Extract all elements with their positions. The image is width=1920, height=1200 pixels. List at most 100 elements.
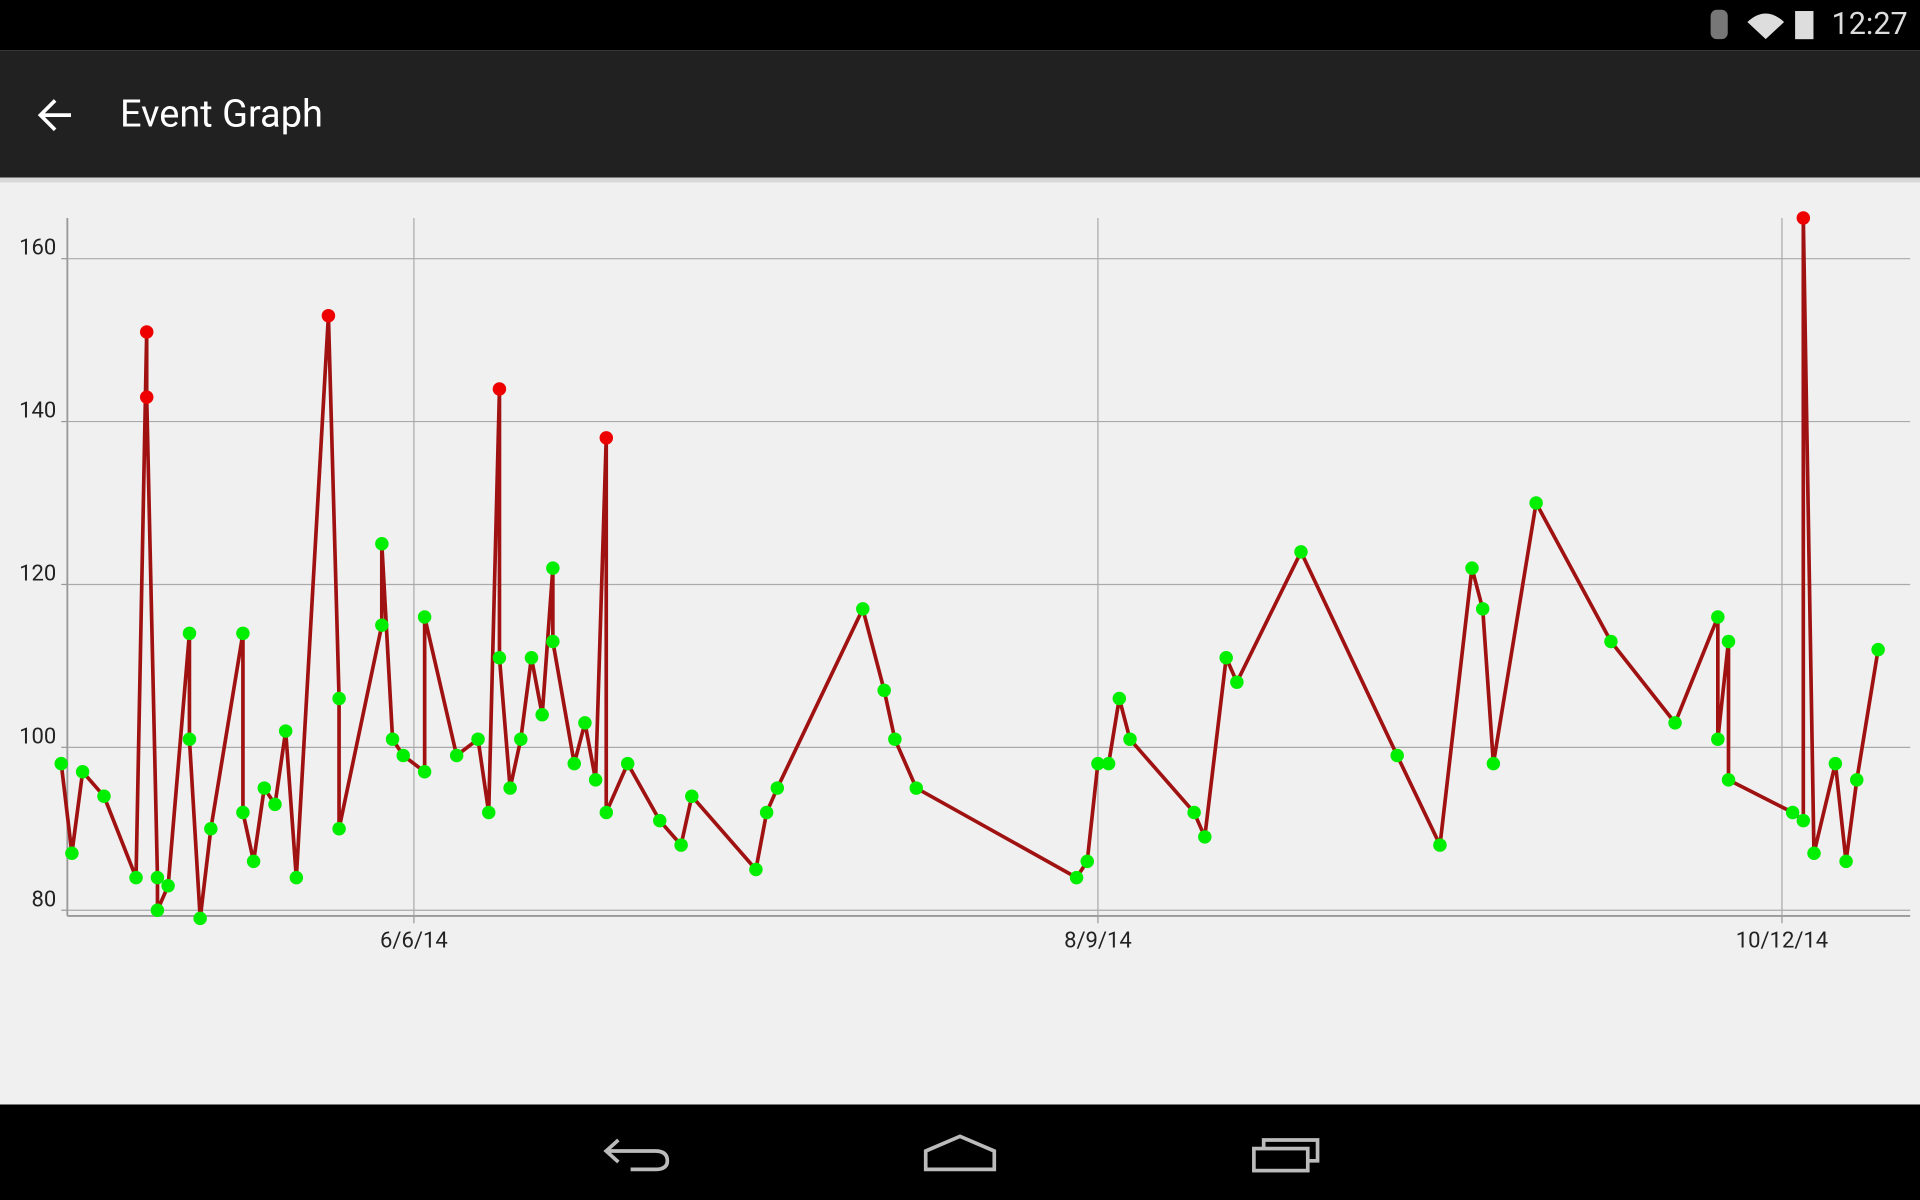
data-point: [514, 732, 528, 746]
data-point: [321, 308, 336, 323]
data-point: [396, 748, 410, 763]
data-point: [1112, 691, 1127, 706]
app-bar: [0, 50, 1920, 178]
wifi-icon: [1747, 13, 1785, 40]
battery-icon: [1795, 11, 1814, 40]
data-point: [578, 716, 592, 730]
plot: 80 100 120 140 160 6/6/14 8/9/14 10/12/14: [19, 211, 1911, 953]
data-point: [129, 870, 143, 885]
data-point: [161, 879, 175, 893]
data-point: [1475, 602, 1490, 616]
data-point: [620, 756, 635, 771]
data-point: [139, 325, 154, 339]
data-point: [535, 708, 549, 722]
data-point: [139, 390, 154, 404]
data-point: [97, 789, 111, 803]
data-point: [1465, 561, 1479, 575]
data-point: [492, 651, 507, 665]
y-tick-label: 100: [19, 724, 56, 749]
data-point: [182, 626, 197, 641]
data-point: [375, 618, 389, 632]
data-point: [653, 813, 667, 828]
data-point: [332, 691, 346, 706]
status-bar: [0, 0, 1920, 51]
data-point: [54, 756, 68, 771]
data-point: [856, 602, 870, 616]
nav-bar: [0, 1104, 1920, 1200]
data-point: [770, 781, 785, 795]
data-point: [1294, 545, 1308, 559]
data-point: [1230, 675, 1244, 689]
data-point: [909, 781, 923, 795]
data-point: [150, 870, 165, 885]
data-point: [1433, 838, 1447, 852]
data-point: [1721, 634, 1736, 649]
data-point: [877, 683, 891, 698]
bluetooth-icon: [1710, 9, 1728, 40]
data-point: [599, 431, 614, 445]
data-point: [1390, 748, 1404, 763]
data-point: [1187, 805, 1201, 820]
data-point: [75, 765, 90, 779]
data-point: [481, 805, 496, 820]
data-point: [278, 724, 293, 738]
data-point: [1871, 642, 1885, 657]
data-point: [257, 781, 272, 795]
x-tick-label: 10/12/14: [1736, 928, 1828, 953]
data-point: [417, 765, 432, 779]
data-point: [1069, 870, 1084, 885]
data-point: [1091, 756, 1105, 771]
data-point: [1219, 651, 1233, 665]
data-point: [65, 846, 79, 860]
x-tick-label: 6/6/14: [380, 928, 448, 953]
data-line: [59, 216, 1880, 921]
nav-home[interactable]: [923, 1134, 997, 1172]
data-point: [1123, 732, 1137, 746]
data-point: [1850, 773, 1864, 787]
data-point: [1668, 716, 1682, 730]
data-point: [182, 732, 197, 746]
data-point: [417, 610, 432, 624]
clock: 12:27: [1832, 7, 1908, 42]
data-point: [1529, 496, 1543, 510]
data-point: [332, 822, 346, 836]
nav-back[interactable]: [603, 1138, 670, 1172]
data-point: [1796, 813, 1811, 828]
data-point: [1796, 211, 1811, 225]
data-point: [385, 732, 400, 746]
data-point: [1711, 610, 1725, 624]
y-tick-label: 160: [19, 236, 56, 261]
data-point: [524, 651, 539, 665]
data-point: [204, 822, 218, 836]
data-point: [599, 805, 614, 820]
data-point: [268, 797, 282, 812]
data-point: [567, 756, 581, 771]
data-point: [588, 773, 603, 787]
y-tick-label: 140: [19, 399, 56, 424]
data-point: [1198, 830, 1212, 844]
data-point: [1711, 732, 1725, 746]
app-bar-shadow: [0, 177, 1920, 183]
data-point: [289, 870, 304, 885]
data-point: [1101, 756, 1116, 771]
data-point: [193, 911, 207, 926]
data-point: [449, 748, 464, 763]
data-point: [546, 561, 560, 575]
back-button[interactable]: [37, 99, 72, 132]
x-tick-label: 8/9/14: [1064, 928, 1132, 953]
data-point: [1604, 634, 1618, 649]
nav-recents[interactable]: [1252, 1138, 1320, 1173]
data-point: [236, 805, 250, 820]
data-point: [236, 626, 250, 641]
data-point: [685, 789, 699, 803]
data-point: [674, 838, 688, 852]
data-point: [759, 805, 774, 820]
data-point: [471, 732, 485, 746]
data-point: [1807, 846, 1821, 860]
data-point: [1839, 854, 1853, 869]
data-point: [1080, 854, 1094, 869]
data-point: [546, 634, 560, 649]
